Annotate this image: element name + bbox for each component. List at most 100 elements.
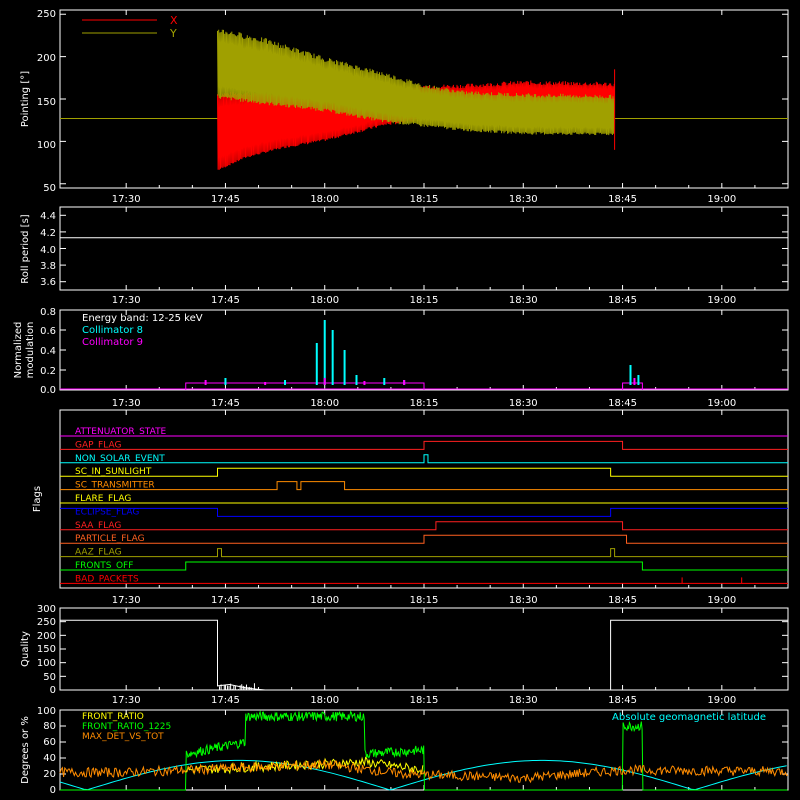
xtick-label: 19:00 [707,695,736,706]
ytick-0.2: 0.2 [40,366,56,377]
xtick-label: 17:45 [211,398,240,409]
ratio-series-front-ratio [185,756,424,776]
pointing-ylabel: Pointing [°] [20,71,31,127]
xtick-label: 18:30 [509,398,538,409]
ytick-3.8: 3.8 [40,261,56,272]
xtick-label: 19:00 [707,595,736,606]
xtick-label: 17:45 [211,295,240,306]
xtick-label: 18:15 [410,295,439,306]
ytick-0: 0 [50,785,56,796]
ytick-20: 20 [43,769,56,780]
flag-label-non-solar-event: NON_SOLAR_EVENT [75,454,165,464]
xtick-label: 18:30 [509,295,538,306]
ytick-60: 60 [43,737,56,748]
flag-label-attenuator-state: ATTENUATOR_STATE [75,427,167,437]
xtick-label: 17:30 [112,194,141,205]
xtick-label: 18:15 [410,695,439,706]
xtick-label: 18:00 [310,194,339,205]
flag-label-saa-flag: SAA_FLAG [75,521,121,531]
xtick-label: 18:45 [608,194,637,205]
xtick-label: 19:00 [707,194,736,205]
flag-label-sc-in-sunlight: SC_IN_SUNLIGHT [75,467,152,477]
flag-label-eclipse-flag: ECLIPSE_FLAG [75,507,139,517]
flag-line-fronts-off [60,561,788,571]
modulation-ylabel-line1: Normalized [13,322,24,379]
ratios-yticks: 0 20 40 60 80 100 [37,706,56,796]
ytick-0: 0 [50,685,56,696]
ytick-50: 50 [43,183,56,194]
flag-line-particle-flag [60,534,788,544]
flag-line-saa-flag [60,521,788,531]
ratio-series-max-det-vs-tot [59,758,789,784]
xtick-label: 18:15 [410,595,439,606]
xtick-label: 17:30 [112,398,141,409]
pointing-yticks: 50 100 150 200 250 [37,9,56,194]
roll-ylabel: Roll period [s] [20,214,31,283]
xtick-label: 17:30 [112,295,141,306]
ytick-0.4: 0.4 [40,346,56,357]
ytick-250: 250 [37,617,56,628]
flag-label-fronts-off: FRONTS_OFF [75,561,133,571]
ytick-0.6: 0.6 [40,326,56,337]
xtick-label: 19:00 [707,295,736,306]
ytick-200: 200 [37,631,56,642]
energy-band-label: Energy band: 12-25 keV [82,313,203,324]
ytick-0.0: 0.0 [40,385,56,396]
xtick-label: 17:45 [211,595,240,606]
flag-line-non-solar-event [60,454,788,464]
flag-label-gap-flag: GAP_FLAG [75,440,121,450]
ytick-100: 100 [37,658,56,669]
ytick-80: 80 [43,721,56,732]
xtick-label: 18:15 [410,398,439,409]
xtick-label: 18:00 [310,695,339,706]
flag-line-sc-in-sunlight [60,467,788,477]
modulation-ylabel-line2: modulation [25,322,36,379]
legend-front-ratio: FRONT_RATIO [82,712,144,722]
ytick-3.6: 3.6 [40,277,56,288]
modulation-yticks: 0.0 0.2 0.4 0.6 0.8 [40,307,56,396]
xtick-label: 18:45 [608,295,637,306]
legend-max-det-vs-tot: MAX_DET_VS_TOT [82,732,164,742]
ratio-series-front-ratio-1225 [60,709,788,791]
flag-line-gap-flag [60,440,788,450]
ytick-100: 100 [37,140,56,151]
flag-line-eclipse-flag [60,507,788,517]
ytick-200: 200 [37,53,56,64]
flag-label-flare-flag: FLARE_FLAG [75,494,131,504]
xtick-label: 19:00 [707,398,736,409]
latitude-curve [59,759,787,791]
xtick-label: 17:30 [112,695,141,706]
xtick-label: 17:45 [211,194,240,205]
ratios-panel: Degrees or % 0 20 40 60 80 100 FRONT_RAT… [20,706,789,796]
quality-yticks: 0 50 100 150 200 250 300 [37,604,56,696]
flag-label-aaz-flag: AAZ_FLAG [75,548,122,558]
ytick-4.4: 4.4 [40,211,56,222]
ratios-ylabel: Degrees or % [20,716,31,784]
xtick-label: 18:00 [310,295,339,306]
legend-front-ratio-1225: FRONT_RATIO_1225 [82,722,171,732]
flag-line-sc-transmitter [60,481,788,491]
xtick-label: 18:45 [608,398,637,409]
xtick-label: 18:30 [509,695,538,706]
flag-line-aaz-flag [60,548,788,558]
pointing-series-y [217,29,615,136]
xtick-label: 18:00 [310,398,339,409]
ytick-100: 100 [37,706,56,717]
ytick-50: 50 [43,672,56,683]
ytick-4.0: 4.0 [40,245,56,256]
quality-ylabel: Quality [20,631,31,667]
xtick-label: 18:30 [509,595,538,606]
collimator-9-label: Collimator 9 [82,337,143,348]
ytick-0.8: 0.8 [40,307,56,318]
xtick-label: 18:45 [608,695,637,706]
ytick-250: 250 [37,9,56,20]
flags-ylabel: Flags [32,486,43,512]
xtick-label: 18:00 [310,595,339,606]
modulation-baseline-1 [622,382,643,390]
ytick-150: 150 [37,644,56,655]
xtick-label: 18:30 [509,194,538,205]
flag-label-sc-transmitter: SC_TRANSMITTER [75,481,155,491]
ytick-300: 300 [37,604,56,615]
